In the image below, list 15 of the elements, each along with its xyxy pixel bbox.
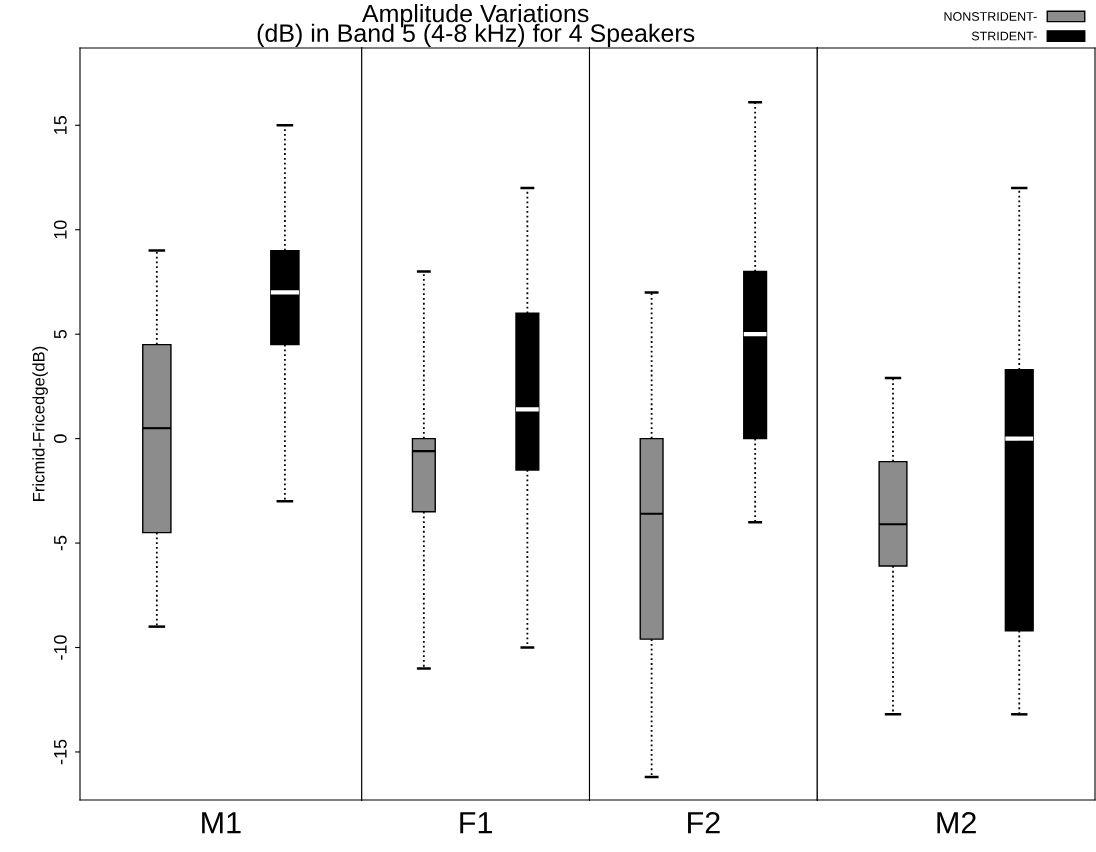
legend-label: NONSTRIDENT- (944, 12, 1037, 21)
x-tick-label: F1 (460, 812, 492, 834)
legend-label: STRIDENT- (971, 31, 1037, 41)
y-tick-label: 10 (53, 220, 67, 239)
y-tick-label: 15 (54, 116, 67, 134)
y-tick-label: -5 (54, 535, 67, 551)
y-tick-label: -10 (53, 635, 67, 660)
y-tick-label: -15 (54, 739, 67, 765)
x-tick-label: M1 (202, 812, 241, 834)
chart-title: Amplitude Variations (dB) in Band 5 (4-8 kHz) for 4 Speakers (257, 4, 695, 47)
x-tick-label: F2 (688, 811, 720, 834)
x-tick-label: M2 (937, 811, 976, 834)
y-tick-label: 5 (54, 329, 67, 339)
y-axis-title: Fricmid-Fricedge(dB) (32, 346, 48, 501)
y-tick-label: 0 (53, 434, 67, 443)
